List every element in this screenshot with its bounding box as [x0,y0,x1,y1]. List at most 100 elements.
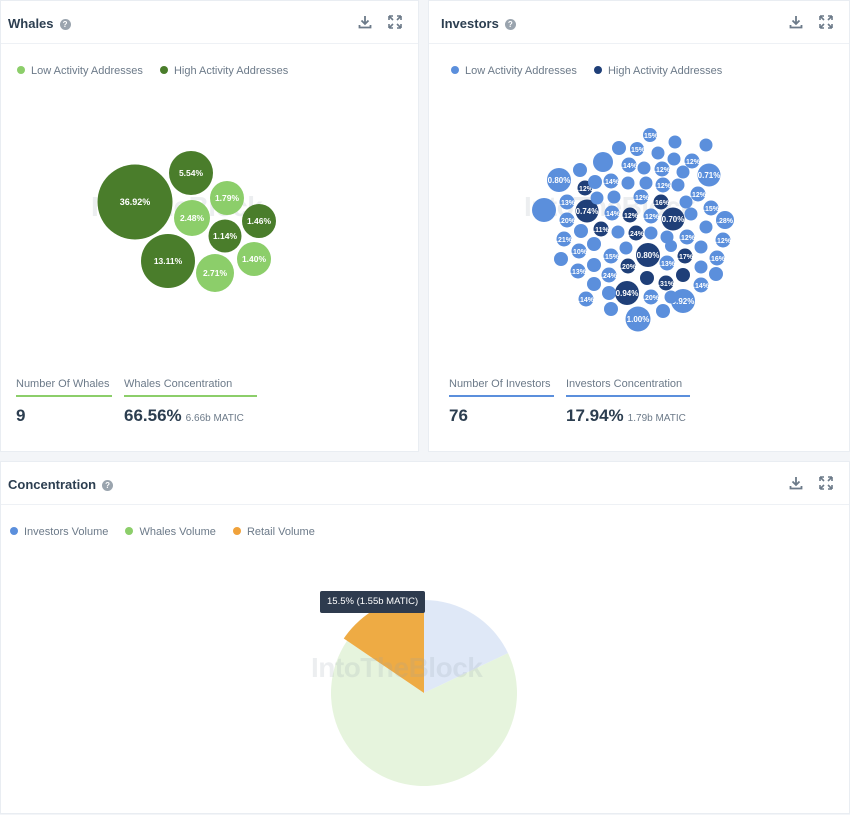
bubble[interactable]: 1.40% [237,242,271,276]
legend-high-activity[interactable]: High Activity Addresses [159,65,288,77]
bubble[interactable] [667,152,681,166]
bubble[interactable] [573,163,587,177]
bubble[interactable]: .14% [693,277,710,293]
bubble[interactable] [684,207,698,221]
bubble[interactable]: 5.54% [169,151,213,195]
expand-icon[interactable] [819,15,833,29]
bubble[interactable] [679,195,693,209]
bubble[interactable]: .14% [603,173,620,189]
bubble[interactable]: 0.74% [575,199,599,223]
bubble[interactable]: .15% [642,128,659,142]
bubble[interactable]: .20% [620,258,637,274]
bubble[interactable]: .16% [653,194,670,210]
bubble[interactable] [607,190,621,204]
bubble[interactable]: .20% [559,212,576,228]
help-icon[interactable]: ? [59,19,71,30]
bubble[interactable]: 0.71% [697,163,721,187]
bubble[interactable] [554,252,568,266]
bubble[interactable]: .11% [593,221,610,237]
bubble[interactable] [676,268,690,282]
bubble[interactable]: 2.48% [174,200,210,236]
legend-whales-volume[interactable]: Whales Volume [125,526,216,538]
bubble[interactable]: .14% [578,291,595,307]
bubble[interactable] [621,176,635,190]
bubble[interactable]: 0.80% [547,168,571,192]
expand-icon[interactable] [388,15,402,29]
pie-slice-whales-volume[interactable] [331,640,517,786]
bubble[interactable] [587,277,601,291]
bubble[interactable] [637,161,651,175]
bubble[interactable]: .13% [659,255,676,271]
bubble[interactable]: 13.11% [141,234,195,288]
bubble[interactable] [644,226,658,240]
bubble[interactable]: .24% [628,225,645,241]
download-icon[interactable] [789,15,803,29]
bubble[interactable] [587,258,601,272]
bubble[interactable] [651,146,665,160]
bubble[interactable] [588,175,602,189]
bubble[interactable] [612,141,626,155]
bubble[interactable]: .12% [633,189,650,205]
bubble[interactable] [640,271,654,285]
bubble[interactable]: .12% [655,177,672,193]
bubble[interactable]: 0.94% [615,281,639,305]
bubble[interactable] [694,240,708,254]
bubble[interactable] [668,135,682,149]
bubble[interactable]: .20% [643,289,660,305]
bubble[interactable]: 1.79% [210,181,244,215]
bubble[interactable]: .16% [709,250,726,266]
pie-slice-retail-volume[interactable] [343,596,424,693]
bubble[interactable] [665,240,677,252]
bubble[interactable]: 36.92% [97,164,173,240]
bubble[interactable]: .21% [556,231,573,247]
legend-low-activity[interactable]: Low Activity Addresses [451,65,577,77]
bubble[interactable]: .10% [571,243,588,259]
bubble[interactable] [574,224,588,238]
bubble[interactable] [590,191,604,205]
bubble[interactable] [699,138,713,152]
bubble[interactable] [611,225,625,239]
bubble[interactable]: .14% [621,157,638,173]
bubble[interactable] [664,290,678,304]
download-icon[interactable] [358,15,372,29]
pie-slice-investors-volume[interactable] [424,600,508,693]
bubble[interactable]: .12% [684,153,701,169]
bubble[interactable] [699,220,713,234]
bubble[interactable] [656,304,670,318]
bubble[interactable]: .28% [716,211,734,229]
bubble[interactable]: 1.46% [242,204,276,238]
bubble[interactable] [587,237,601,251]
bubble[interactable] [676,165,690,179]
bubble[interactable]: .13% [570,263,587,279]
bubble[interactable]: .24% [601,267,618,283]
legend-low-activity[interactable]: Low Activity Addresses [17,65,143,77]
bubble[interactable]: .12% [654,161,671,177]
expand-icon[interactable] [819,476,833,490]
bubble[interactable] [694,260,708,274]
bubble[interactable]: .12% [690,186,707,202]
download-icon[interactable] [789,476,803,490]
bubble[interactable]: .12% [643,208,660,224]
bubble[interactable]: .15% [603,248,620,264]
bubble[interactable]: 1.00% [625,306,651,332]
bubble[interactable]: .13% [559,194,576,210]
bubble[interactable] [619,241,633,255]
bubble[interactable]: .31% [658,275,675,291]
bubble[interactable]: .12% [679,229,696,245]
bubble[interactable]: .15% [629,142,646,156]
legend-retail-volume[interactable]: Retail Volume [232,526,315,538]
bubble[interactable]: 2.71% [196,254,234,292]
bubble[interactable]: 0.80% [636,243,660,267]
bubble[interactable] [671,178,685,192]
bubble[interactable]: .12% [622,207,639,223]
legend-investors-volume[interactable]: Investors Volume [10,526,108,538]
bubble[interactable] [709,267,723,281]
bubble[interactable] [602,286,616,300]
bubble[interactable]: 1.14% [208,219,242,253]
bubble[interactable]: .14% [604,205,621,221]
legend-high-activity[interactable]: High Activity Addresses [593,65,722,77]
bubble[interactable]: .12% [715,232,732,248]
bubble[interactable] [604,302,618,316]
help-icon[interactable]: ? [102,480,114,491]
bubble[interactable] [639,176,653,190]
